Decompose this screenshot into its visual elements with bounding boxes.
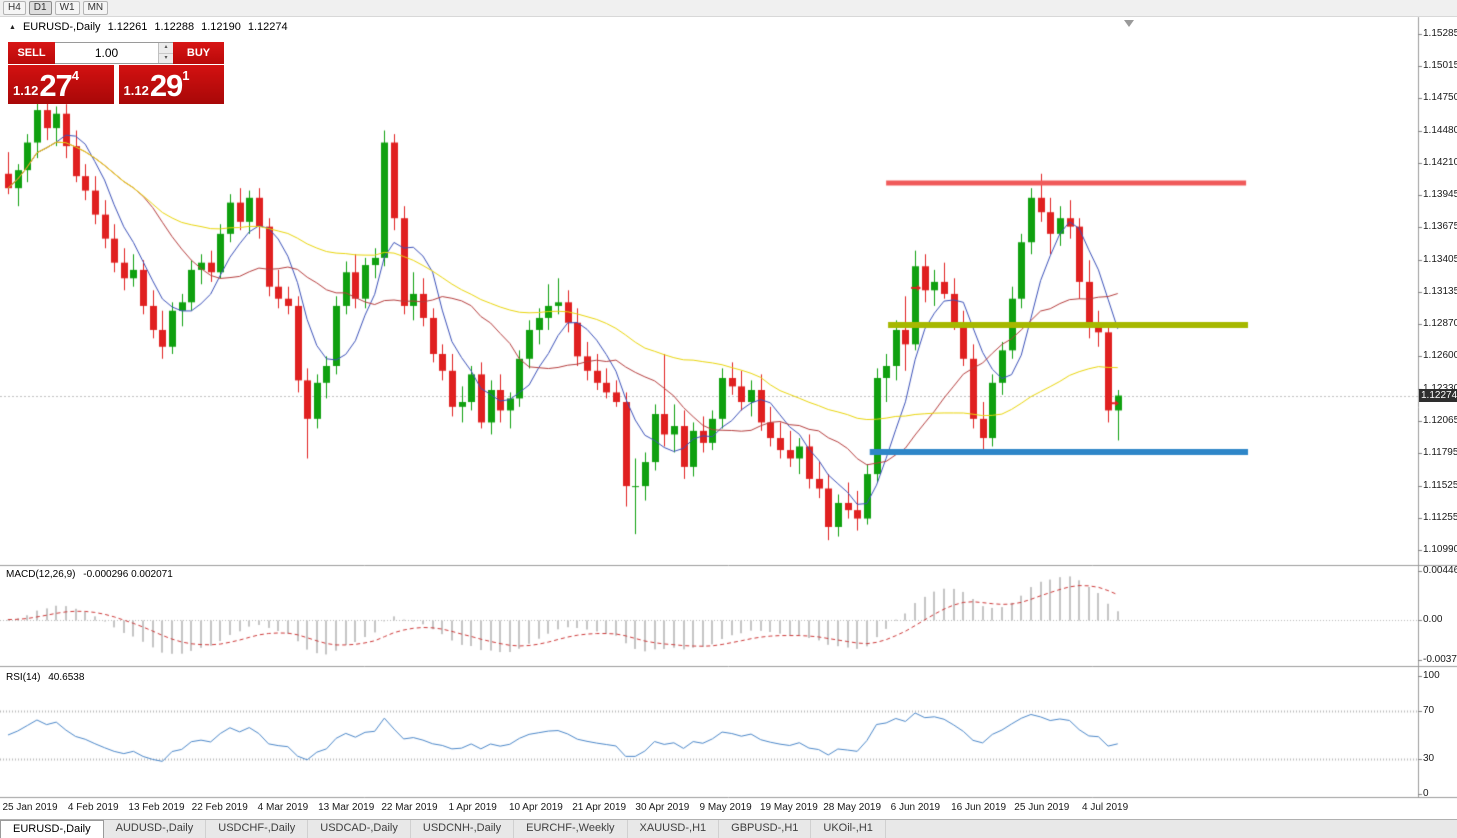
rsi-title: RSI(14) bbox=[6, 672, 41, 683]
sell-price-display[interactable]: 1.12 27 4 bbox=[8, 65, 114, 104]
timeframe-button-h4[interactable]: H4 bbox=[3, 1, 26, 15]
sell-price-pip-digit: 4 bbox=[71, 68, 80, 83]
macd-values: -0.000296 0.002071 bbox=[83, 569, 173, 580]
timeframe-button-w1[interactable]: W1 bbox=[54, 1, 80, 15]
macd-title: MACD(12,26,9) bbox=[6, 569, 76, 580]
ohlc-open: 1.12261 bbox=[107, 21, 148, 33]
one-click-collapse-icon[interactable]: ▲ bbox=[9, 23, 16, 31]
tab-ukoil-h1[interactable]: UKOil-,H1 bbox=[811, 820, 886, 838]
buy-price-big-digits: 29 bbox=[149, 68, 183, 103]
tab-gbpusd-h1[interactable]: GBPUSD-,H1 bbox=[719, 820, 812, 838]
sell-price-big-digits: 27 bbox=[39, 68, 72, 103]
tab-usdchf-daily[interactable]: USDCHF-,Daily bbox=[206, 820, 309, 838]
chart-tab-bar: EURUSD-,Daily AUDUSD-,Daily USDCHF-,Daily U… bbox=[0, 819, 1457, 838]
timeframe-button-d1[interactable]: D1 bbox=[28, 1, 52, 15]
volume-value[interactable]: 1.00 bbox=[94, 46, 119, 60]
sell-price-prefix: 1.12 bbox=[13, 83, 39, 98]
macd-indicator-label: MACD(12,26,9) -0.000296 0.002071 bbox=[6, 569, 173, 580]
chart-shift-marker-icon[interactable] bbox=[1124, 20, 1134, 27]
tab-audusd-daily[interactable]: AUDUSD-,Daily bbox=[103, 820, 207, 838]
ohlc-high: 1.12288 bbox=[154, 21, 195, 33]
tab-usdcnh-daily[interactable]: USDCNH-,Daily bbox=[410, 820, 515, 838]
buy-price-display[interactable]: 1.12 29 1 bbox=[118, 65, 224, 104]
volume-decrease-button[interactable]: ▾ bbox=[159, 53, 173, 63]
chart-ohlc-header: ▲ EURUSD-,Daily 1.12261 1.12288 1.12190 … bbox=[9, 21, 288, 33]
chart-symbol-label: EURUSD-,Daily bbox=[22, 21, 101, 33]
ohlc-close: 1.12274 bbox=[247, 21, 288, 33]
timeframe-toolbar: H4 D1 W1 MN bbox=[0, 0, 1457, 17]
current-price-badge: 1.12274 bbox=[1419, 389, 1457, 402]
timeframe-button-mn[interactable]: MN bbox=[82, 1, 109, 15]
ohlc-low: 1.12190 bbox=[201, 21, 241, 33]
rsi-value: 40.6538 bbox=[48, 672, 85, 683]
tab-eurchf-weekly[interactable]: EURCHF-,Weekly bbox=[514, 820, 628, 838]
tab-usdcad-daily[interactable]: USDCAD-,Daily bbox=[308, 820, 411, 838]
volume-input[interactable]: 1.00 ▴ ▾ bbox=[55, 42, 173, 64]
volume-increase-button[interactable]: ▴ bbox=[159, 43, 173, 54]
tab-xauusd-h1[interactable]: XAUUSD-,H1 bbox=[627, 820, 720, 838]
buy-price-prefix: 1.12 bbox=[123, 83, 149, 98]
volume-stepper: ▴ ▾ bbox=[158, 43, 173, 63]
buy-price-pip-digit: 1 bbox=[182, 68, 190, 83]
one-click-trading-panel: SELL 1.00 ▴ ▾ BUY 1.12 27 4 1.12 29 1 bbox=[8, 42, 224, 104]
rsi-indicator-label: RSI(14) 40.6538 bbox=[6, 672, 84, 683]
sell-button[interactable]: SELL bbox=[8, 42, 55, 64]
tab-eurusd-daily[interactable]: EURUSD-,Daily bbox=[0, 820, 104, 838]
buy-button[interactable]: BUY bbox=[173, 42, 224, 64]
